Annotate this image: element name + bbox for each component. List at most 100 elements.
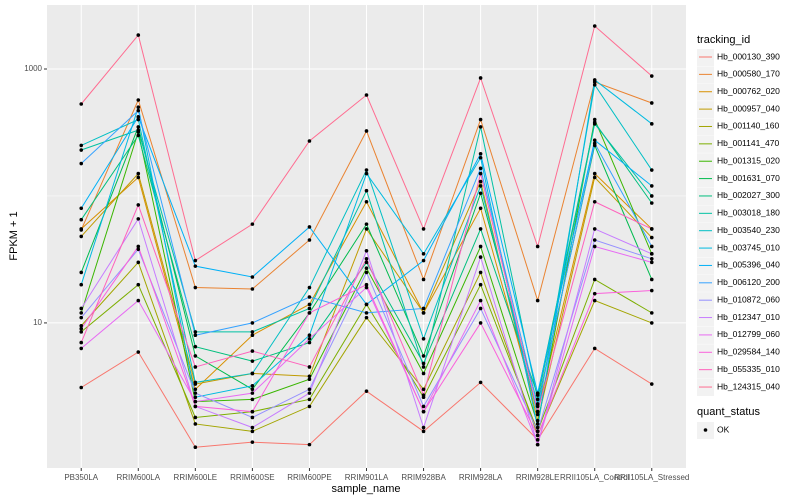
x-tick-label: RRIM600PE [287,473,331,482]
x-tick-label: RRIM901LA [345,473,389,482]
data-point [421,306,426,311]
data-point [193,258,198,263]
data-point [136,98,141,102]
legend-label: Hb_001141_470 [717,138,780,148]
data-point [136,244,141,249]
data-point [535,409,540,414]
data-point [136,108,141,113]
data-point [79,346,84,351]
legend-label: Hb_002027_300 [717,190,780,200]
data-point [364,168,369,172]
data-point [136,298,141,303]
data-point [79,306,84,311]
y-tick-label: 1000 [24,64,42,73]
data-point [478,244,483,249]
data-point [649,288,654,293]
data-point [307,238,312,242]
data-point [364,282,369,287]
legend-title: tracking_id [697,34,750,46]
data-point [649,227,654,231]
legend-label: Hb_001140_160 [717,121,780,131]
data-point [592,83,597,87]
data-point [535,422,540,426]
data-point [421,336,426,341]
legend-label: Hb_000580_170 [717,69,780,79]
data-point [535,391,540,395]
data-point [592,122,597,126]
data-point [193,285,198,290]
data-point [364,256,369,261]
y-axis-title: FPKM + 1 [8,211,20,260]
data-point [193,395,198,400]
data-point [592,291,597,296]
data-point [79,217,84,222]
data-point [649,260,654,265]
legend-label: Hb_000762_020 [717,86,780,96]
data-point [79,227,84,231]
data-point [250,397,255,402]
data-point [307,387,312,392]
data-point [421,393,426,397]
data-point [364,389,369,393]
data-point [193,415,198,420]
legend-label: Hb_005396_040 [717,260,780,270]
data-point [193,365,198,369]
data-point [307,285,312,290]
data-point [79,161,84,166]
data-point [535,412,540,417]
data-point [649,235,654,240]
data-point [79,234,84,239]
data-point [79,143,84,148]
data-point [421,311,426,315]
data-point [364,222,369,226]
data-point [193,344,198,349]
data-point [592,199,597,204]
data-point [535,418,540,423]
data-point [136,203,141,207]
data-point [79,148,84,152]
data-point [364,129,369,133]
data-point [364,93,369,97]
data-point [250,287,255,291]
point-legend-label: OK [717,424,730,434]
legend-label: Hb_003018_180 [717,208,780,218]
data-point [193,445,198,449]
data-point [307,333,312,338]
legend-label: Hb_000957_040 [717,103,780,113]
data-point [79,206,84,211]
x-tick-label: RRIM928LA [459,473,503,482]
legend-label: Hb_001631_070 [717,173,780,183]
data-point [364,260,369,265]
data-point [136,175,141,180]
data-point [307,225,312,229]
data-point [649,321,654,325]
data-point [649,194,654,198]
data-point [136,117,141,122]
data-point [193,387,198,392]
data-point [136,247,141,252]
data-point [250,387,255,392]
data-point [421,361,426,366]
data-point [79,282,84,287]
data-point [478,155,483,160]
data-point [307,374,312,379]
data-point [193,330,198,334]
data-point [649,256,654,261]
data-point [478,171,483,176]
data-point [421,354,426,358]
legend-label: Hb_003540_230 [717,225,780,235]
legend-label: Hb_010872_060 [717,294,780,304]
data-point [193,404,198,409]
data-point [649,277,654,282]
data-point [421,387,426,392]
x-tick-label: RRII105LA_Stressed [614,473,689,482]
data-point [250,330,255,334]
data-point [592,227,597,231]
data-point [649,311,654,315]
data-point [478,151,483,156]
data-point [79,340,84,345]
data-point [364,266,369,270]
data-point [79,270,84,275]
x-tick-label: RRIM600LA [116,473,160,482]
data-point [250,429,255,434]
